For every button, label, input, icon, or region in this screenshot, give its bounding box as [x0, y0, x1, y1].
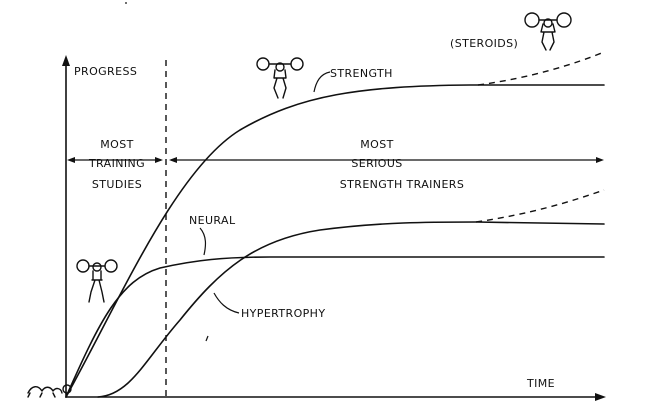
region-arrows: [67, 157, 604, 163]
steroids-curve: [477, 51, 605, 86]
left-region-line-1: MOST: [100, 138, 133, 151]
left-region-line-2: TRAINING: [88, 157, 145, 170]
x-axis-label: TIME: [526, 377, 555, 390]
x-axis-arrowhead: [595, 393, 606, 401]
strength-curve: [65, 84, 605, 398]
stray-mark: [205, 335, 209, 342]
strength-label: STRENGTH: [330, 67, 393, 80]
neural-label: NEURAL: [189, 214, 236, 227]
left-arrowhead-end: [155, 157, 163, 163]
right-arrowhead-end: [596, 157, 604, 163]
steroids-label: (STEROIDS): [450, 37, 518, 50]
y-axis-arrowhead: [62, 55, 70, 66]
hypertrophy-curve: [97, 221, 605, 398]
curve-labels: STRENGTH (STEROIDS) NEURAL HYPERTROPHY: [189, 37, 518, 320]
weightlifter-icon: [524, 12, 572, 51]
y-axis-label: PROGRESS: [74, 65, 137, 78]
right-arrowhead-start: [169, 157, 177, 163]
right-region-line-2: SERIOUS: [351, 157, 402, 170]
weightlifter-icon: [76, 259, 118, 303]
weightlifter-icon: [256, 57, 304, 99]
hypertrophy-pointer: [213, 292, 240, 314]
curves: [65, 51, 605, 398]
crawling-baby-icon: [27, 384, 72, 398]
strength-pointer: [313, 71, 331, 93]
hypertrophy-steroids-curve: [475, 189, 605, 223]
neural-curve: [65, 256, 605, 398]
axes: PROGRESS TIME: [62, 55, 606, 401]
left-arrowhead-start: [67, 157, 75, 163]
left-region-line-3: STUDIES: [92, 178, 142, 191]
right-region-line-3: STRENGTH TRAINERS: [340, 178, 464, 191]
neural-pointer: [199, 227, 207, 256]
right-region-line-1: MOST: [360, 138, 393, 151]
region-labels: MOST TRAINING STUDIES MOST SERIOUS STREN…: [88, 138, 464, 191]
hypertrophy-label: HYPERTROPHY: [241, 307, 325, 320]
